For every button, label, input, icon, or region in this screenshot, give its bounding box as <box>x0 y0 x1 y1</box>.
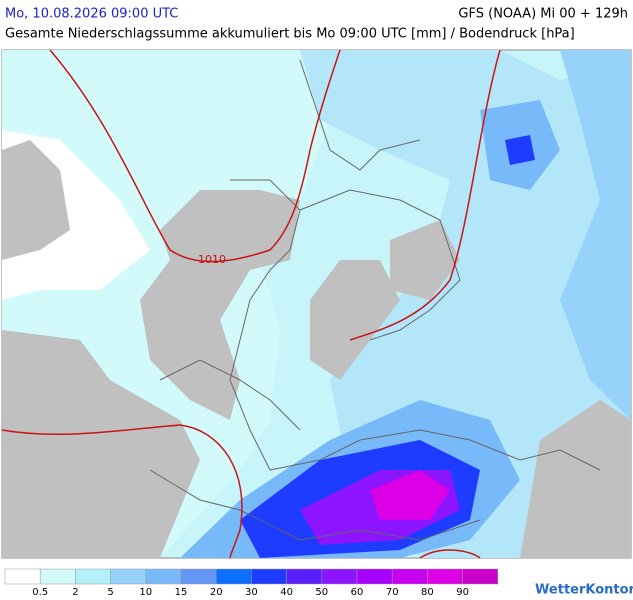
legend-label: 10 <box>139 587 152 598</box>
legend-swatch <box>427 568 463 585</box>
legend-label: 5 <box>107 587 113 598</box>
legend-swatch <box>321 568 358 585</box>
legend-label: 2 <box>72 587 78 598</box>
legend-swatch <box>180 568 217 585</box>
legend-label: 40 <box>280 587 293 598</box>
legend-label: 20 <box>210 587 223 598</box>
legend-label: 15 <box>175 587 188 598</box>
legend-label: 90 <box>456 587 469 598</box>
legend-label: 50 <box>315 587 328 598</box>
precip-area <box>505 135 535 165</box>
legend-swatch <box>145 568 182 585</box>
isobar-label: 1010 <box>198 253 226 266</box>
terrain <box>2 140 631 558</box>
legend-label: 80 <box>421 587 434 598</box>
legend-swatch <box>110 568 147 585</box>
precip-area <box>560 50 631 420</box>
map-area: 1010 <box>1 49 632 559</box>
legend: 0.5 2 5 10 15 20 30 40 50 60 70 80 90 <box>4 568 499 598</box>
valid-time: Mo, 10.08.2026 09:00 UTC <box>5 7 178 22</box>
legend-label: 30 <box>245 587 258 598</box>
legend-swatch <box>286 568 323 585</box>
brand: WetterKontor <box>535 583 633 598</box>
legend-swatch <box>356 568 393 585</box>
legend-swatch <box>75 568 111 585</box>
legend-swatch <box>251 568 287 585</box>
isobars <box>1 49 501 559</box>
legend-label: 60 <box>351 587 364 598</box>
model-run: GFS (NOAA) Mi 00 + 129h <box>458 7 628 22</box>
legend-swatch <box>215 568 252 585</box>
legend-swatch <box>4 568 41 585</box>
borders <box>149 59 601 541</box>
subtitle: Gesamte Niederschlagssumme akkumuliert b… <box>5 27 575 42</box>
legend-swatch <box>391 568 428 585</box>
legend-swatch <box>462 568 499 585</box>
precip-area <box>370 470 450 520</box>
legend-label: 70 <box>386 587 399 598</box>
legend-swatch <box>39 568 76 585</box>
legend-label: 0.5 <box>32 587 48 598</box>
